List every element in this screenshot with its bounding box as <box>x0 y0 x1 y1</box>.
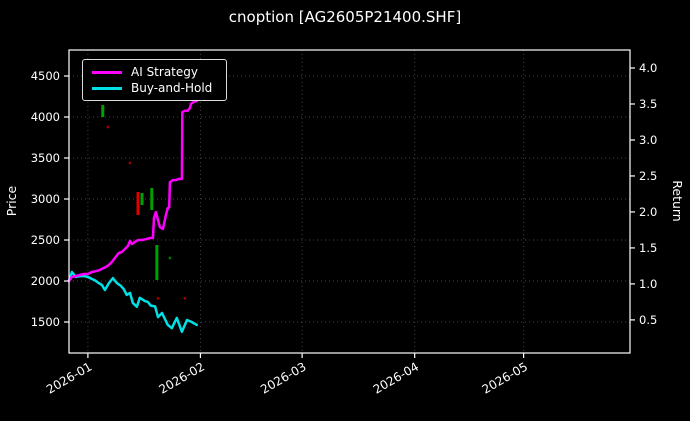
y-tick-label-right: 1.0 <box>639 277 657 291</box>
y-tick-label-right: 3.0 <box>639 133 657 147</box>
legend-label: AI Strategy <box>131 65 198 79</box>
y-tick-label-left: 2500 <box>31 233 60 247</box>
y-tick-label-left: 1500 <box>31 315 60 329</box>
legend-item-ai-strategy: AI Strategy <box>92 66 226 78</box>
y-tick-label-right: 0.5 <box>639 313 657 327</box>
signal-dot <box>183 296 187 300</box>
legend: AI Strategy Buy-and-Hold <box>82 59 227 101</box>
y-tick-label-right: 2.5 <box>639 169 657 183</box>
y-tick-label-left: 2000 <box>31 274 60 288</box>
y-axis-label-left: Price <box>4 185 19 216</box>
plot-border <box>68 49 631 354</box>
y-tick-label-right: 2.0 <box>639 205 657 219</box>
buy-and-hold-line-swatch <box>92 86 122 90</box>
y-tick-label-left: 4000 <box>31 110 60 124</box>
y-tick-label-right: 4.0 <box>639 61 657 75</box>
signal-dot <box>168 256 172 260</box>
x-tick-label: 2026-05 <box>480 359 530 396</box>
y-tick-label-left: 3000 <box>31 192 60 206</box>
x-tick-label: 2026-03 <box>258 359 308 396</box>
series-line-ai-strategy <box>67 99 199 283</box>
ai-strategy-line-swatch <box>92 70 122 74</box>
y-axis-label-right: Return <box>670 180 685 221</box>
chart-title: cnoption [AG2605P21400.SHF] <box>228 8 462 26</box>
signal-dot <box>156 296 160 300</box>
x-tick-label: 2026-02 <box>157 359 207 396</box>
x-tick-label: 2026-01 <box>44 359 94 396</box>
signal-dot <box>106 125 110 129</box>
x-tick-label: 2026-04 <box>371 359 421 396</box>
y-tick-label-left: 3500 <box>31 151 60 165</box>
y-tick-label-left: 4500 <box>31 69 60 83</box>
y-tick-label-right: 3.5 <box>639 97 657 111</box>
legend-item-buy-and-hold: Buy-and-Hold <box>92 82 226 94</box>
legend-label: Buy-and-Hold <box>131 81 213 95</box>
signal-dot <box>128 161 132 165</box>
y-tick-label-right: 1.5 <box>639 241 657 255</box>
series-line-buy-and-hold <box>67 270 199 334</box>
